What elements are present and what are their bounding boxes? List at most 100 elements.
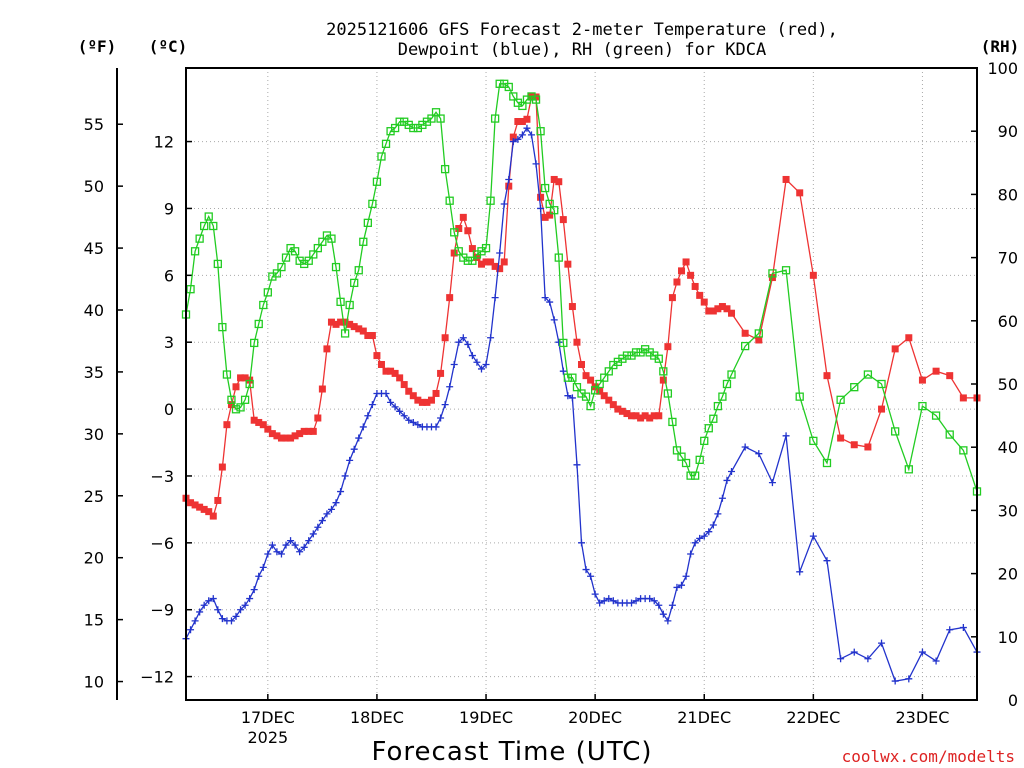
dewpoint-point (318, 517, 326, 525)
temperature-point (305, 427, 313, 435)
rh-point (190, 247, 200, 256)
celsius-tick-label: −3 (150, 467, 174, 486)
dewpoint-point (673, 583, 681, 591)
temperature-point (359, 327, 367, 335)
rh-point (236, 403, 245, 412)
rh-point (245, 379, 254, 389)
rh-point (595, 379, 604, 389)
temperature-point (700, 298, 708, 306)
rh-point (318, 237, 327, 246)
dewpoint-point (959, 624, 967, 632)
temperature-point (300, 427, 308, 435)
temperature-point (391, 369, 399, 377)
rh-point (290, 247, 300, 256)
temperature-point (600, 392, 608, 400)
temperature-point (550, 175, 558, 183)
fahrenheit-tick-label: 50 (84, 177, 104, 196)
rh-point (440, 164, 450, 174)
rh-point (213, 259, 222, 269)
dewpoint-point (437, 414, 445, 422)
temperature-point (682, 258, 690, 266)
chart-title-line2: Dewpoint (blue), RH (green) for KDCA (398, 40, 766, 60)
rh-point (200, 221, 209, 231)
temperature-point (327, 318, 335, 326)
dewpoint-point (496, 249, 504, 257)
rh-point (654, 354, 663, 363)
dewpoint-point (259, 563, 267, 571)
dewpoint-point (932, 657, 940, 665)
rh-point (863, 370, 873, 379)
temperature-point (696, 291, 704, 299)
temperature-point (287, 434, 295, 442)
dewpoint-point (382, 389, 390, 397)
temperature-point (659, 376, 667, 384)
temperature-point (728, 309, 736, 317)
temperature-point (446, 294, 454, 302)
dewpoint-point (696, 534, 704, 542)
dewpoint-point (359, 423, 367, 431)
dewpoint-point (391, 403, 399, 411)
dewpoint-point (191, 617, 199, 625)
temperature-point (377, 360, 385, 368)
rh-point (486, 196, 495, 205)
dewpoint-point (541, 294, 549, 302)
rh-point (659, 367, 668, 376)
dewpoint-point (491, 294, 499, 302)
dewpoint-point (396, 407, 404, 415)
dewpoint-point (273, 548, 281, 556)
rh-point (795, 392, 804, 401)
rh-point (631, 348, 641, 357)
temperature-point (255, 418, 263, 426)
dewpoint-point (891, 677, 899, 685)
time-tick-label: 21DEC (677, 708, 731, 727)
dewpoint-point (655, 601, 663, 609)
dewpoint-point (837, 655, 845, 663)
rh-point (836, 395, 845, 404)
temperature-point (337, 318, 345, 326)
rh-point (904, 465, 913, 474)
rh-point (250, 338, 259, 348)
temperature-point (259, 421, 267, 429)
dewpoint-point (432, 423, 440, 431)
dewpoint-series (182, 124, 981, 685)
temperature-point (587, 376, 595, 384)
rh-point (586, 401, 595, 411)
temperature-point (491, 262, 499, 270)
temperature-point (346, 320, 354, 328)
temperature-point (646, 414, 654, 422)
rh-tick-label: 90 (998, 122, 1018, 141)
dewpoint-point (596, 599, 604, 607)
rh-point (822, 458, 832, 468)
rh-point (281, 253, 291, 262)
dewpoint-point (327, 505, 335, 513)
dewpoint-point (468, 352, 476, 360)
dewpoint-point (323, 510, 331, 518)
rh-tick-label: 70 (998, 249, 1018, 268)
dewpoint-point (441, 401, 449, 409)
dewpoint-point (277, 550, 285, 558)
dewpoint-point (314, 523, 322, 531)
dewpoint-point (473, 358, 481, 366)
celsius-tick-label: 6 (164, 266, 174, 285)
rh-point (677, 452, 686, 461)
rh-point (354, 266, 363, 275)
temperature-point (405, 387, 413, 395)
rh-point (254, 319, 263, 329)
dewpoint-point (214, 606, 222, 614)
rh-point (668, 417, 677, 427)
dewpoint-point (559, 367, 567, 375)
celsius-tick-label: −6 (150, 534, 174, 553)
dewpoint-point (500, 200, 508, 208)
dewpoint-point (646, 595, 654, 603)
rh-point (309, 250, 318, 259)
rh-point (436, 114, 445, 123)
temperature-point (891, 345, 899, 353)
temperature-point (650, 412, 658, 420)
temperature-point (623, 410, 631, 418)
rh-point (340, 329, 350, 338)
dewpoint-point (409, 418, 417, 426)
temperature-point (368, 332, 376, 340)
dewpoint-point (459, 334, 467, 342)
rh-point (195, 234, 204, 243)
rh-point (718, 392, 727, 401)
